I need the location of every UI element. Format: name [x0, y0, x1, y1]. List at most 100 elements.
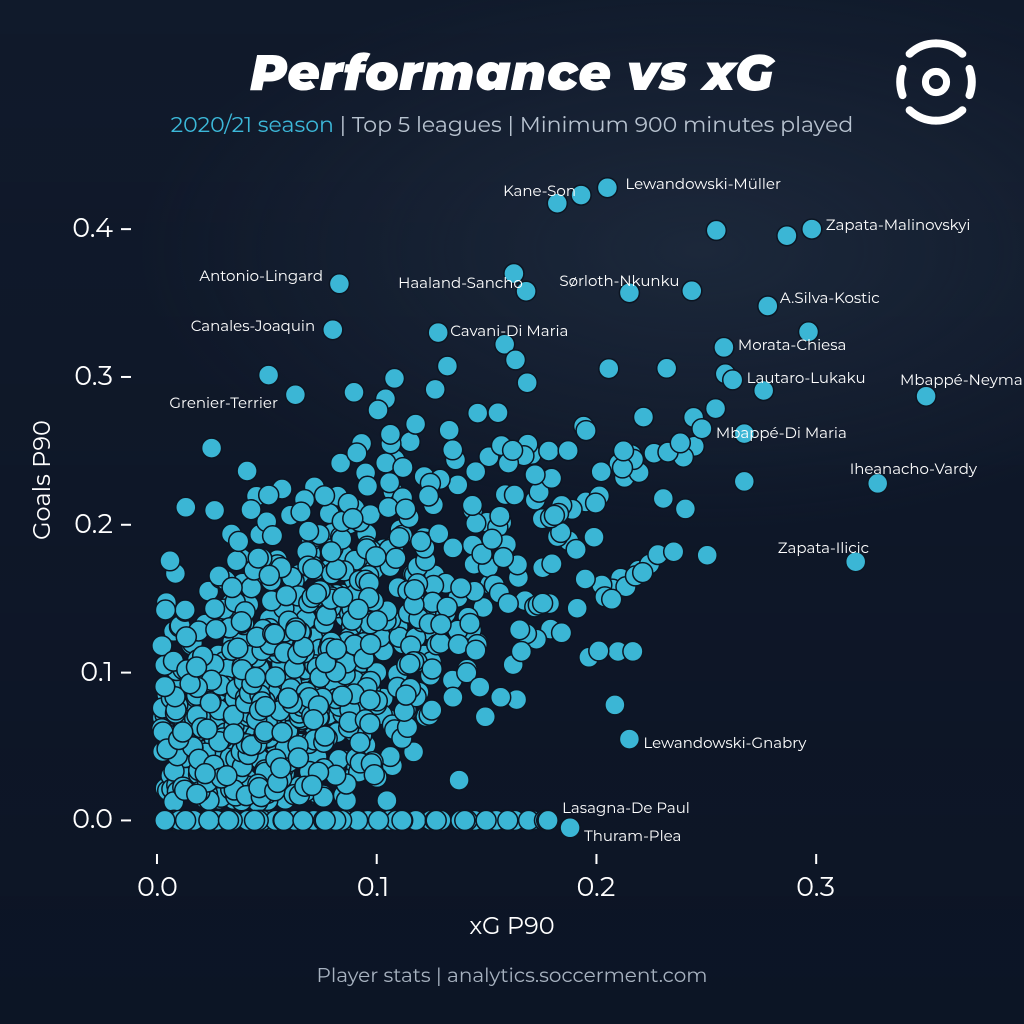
data-point [231, 612, 251, 632]
point-label: Zapata-Malinovskyi [826, 215, 971, 234]
data-point [396, 685, 416, 705]
data-point [405, 580, 425, 600]
data-point [285, 385, 305, 405]
data-point [343, 509, 363, 529]
data-point [542, 554, 562, 574]
data-point [367, 611, 387, 631]
data-point [329, 274, 349, 294]
data-point [369, 810, 389, 830]
data-point [439, 420, 459, 440]
data-point [276, 586, 296, 606]
x-tick-label: 0.3 [796, 870, 835, 903]
data-point [428, 323, 448, 343]
data-point [510, 620, 530, 640]
data-point [619, 729, 639, 749]
data-point [205, 599, 225, 619]
point-label: Morata-Chiesa [738, 335, 847, 354]
data-point [366, 547, 386, 567]
data-point [197, 719, 217, 739]
data-point [155, 677, 175, 697]
data-point [202, 438, 222, 458]
data-point [575, 569, 595, 589]
point-label: Mbappé-Di Maria [716, 423, 847, 442]
data-point [377, 791, 397, 811]
data-point [475, 707, 495, 727]
data-point [358, 476, 378, 496]
data-point [259, 485, 279, 505]
data-point [278, 688, 298, 708]
data-point [392, 810, 412, 830]
data-point [605, 695, 625, 715]
credit-line: Player stats | analytics.soccerment.com [0, 964, 1024, 988]
data-point [468, 403, 488, 423]
data-point [205, 500, 225, 520]
data-point [623, 641, 643, 661]
data-point [498, 594, 518, 614]
point-label: Antonio-Lingard [199, 266, 323, 285]
data-point [462, 495, 482, 515]
data-point [255, 697, 275, 717]
data-point [566, 540, 586, 560]
data-point [560, 818, 580, 838]
data-point [567, 598, 587, 618]
point-label: Canales-Joaquin [191, 316, 315, 335]
x-axis-label: xG P90 [0, 912, 1024, 941]
data-point [503, 440, 523, 460]
data-point [286, 621, 306, 641]
data-point [697, 545, 717, 565]
x-tick-label: 0.1 [357, 870, 390, 903]
data-point [491, 687, 511, 707]
data-point [360, 505, 380, 525]
data-point [443, 687, 463, 707]
data-point [315, 486, 335, 506]
data-point [315, 810, 335, 830]
data-point [916, 386, 936, 406]
data-point [348, 599, 368, 619]
data-point [217, 766, 237, 786]
data-point [431, 615, 451, 635]
data-point [406, 414, 426, 434]
data-point [498, 810, 518, 830]
y-axis-label: Goals P90 [28, 420, 57, 540]
data-point [245, 667, 265, 687]
data-point [714, 337, 734, 357]
data-point [259, 565, 279, 585]
data-point [303, 559, 323, 579]
data-point [389, 528, 409, 548]
point-label: Lasagna-De Paul [562, 798, 690, 817]
data-point [237, 461, 257, 481]
data-point [326, 560, 346, 580]
point-label: Zapata-Ilicic [778, 538, 869, 557]
data-point [476, 810, 496, 830]
data-point [332, 686, 352, 706]
data-point [200, 693, 220, 713]
data-point [449, 770, 469, 790]
data-point [576, 421, 596, 441]
data-point [802, 219, 822, 239]
data-point [263, 526, 283, 546]
data-point [248, 548, 268, 568]
data-point [195, 764, 215, 784]
y-tick-label: 0.4 [72, 211, 113, 244]
data-point [422, 700, 442, 720]
data-point [228, 638, 248, 658]
point-label: Thuram-Plea [584, 826, 681, 845]
data-point [664, 542, 684, 562]
point-label: Mbappé-Neymar [900, 370, 1024, 389]
data-point [187, 784, 207, 804]
data-point [344, 382, 364, 402]
data-point [589, 641, 609, 661]
data-point [176, 497, 196, 517]
data-point [558, 441, 578, 461]
data-point [299, 521, 319, 541]
data-point [386, 548, 406, 568]
data-point [155, 810, 175, 830]
data-point [222, 578, 242, 598]
data-point [692, 419, 712, 439]
data-point [706, 399, 726, 419]
data-point [706, 220, 726, 240]
data-point [272, 723, 292, 743]
data-point [411, 531, 431, 551]
data-point [723, 370, 743, 390]
data-point [380, 424, 400, 444]
